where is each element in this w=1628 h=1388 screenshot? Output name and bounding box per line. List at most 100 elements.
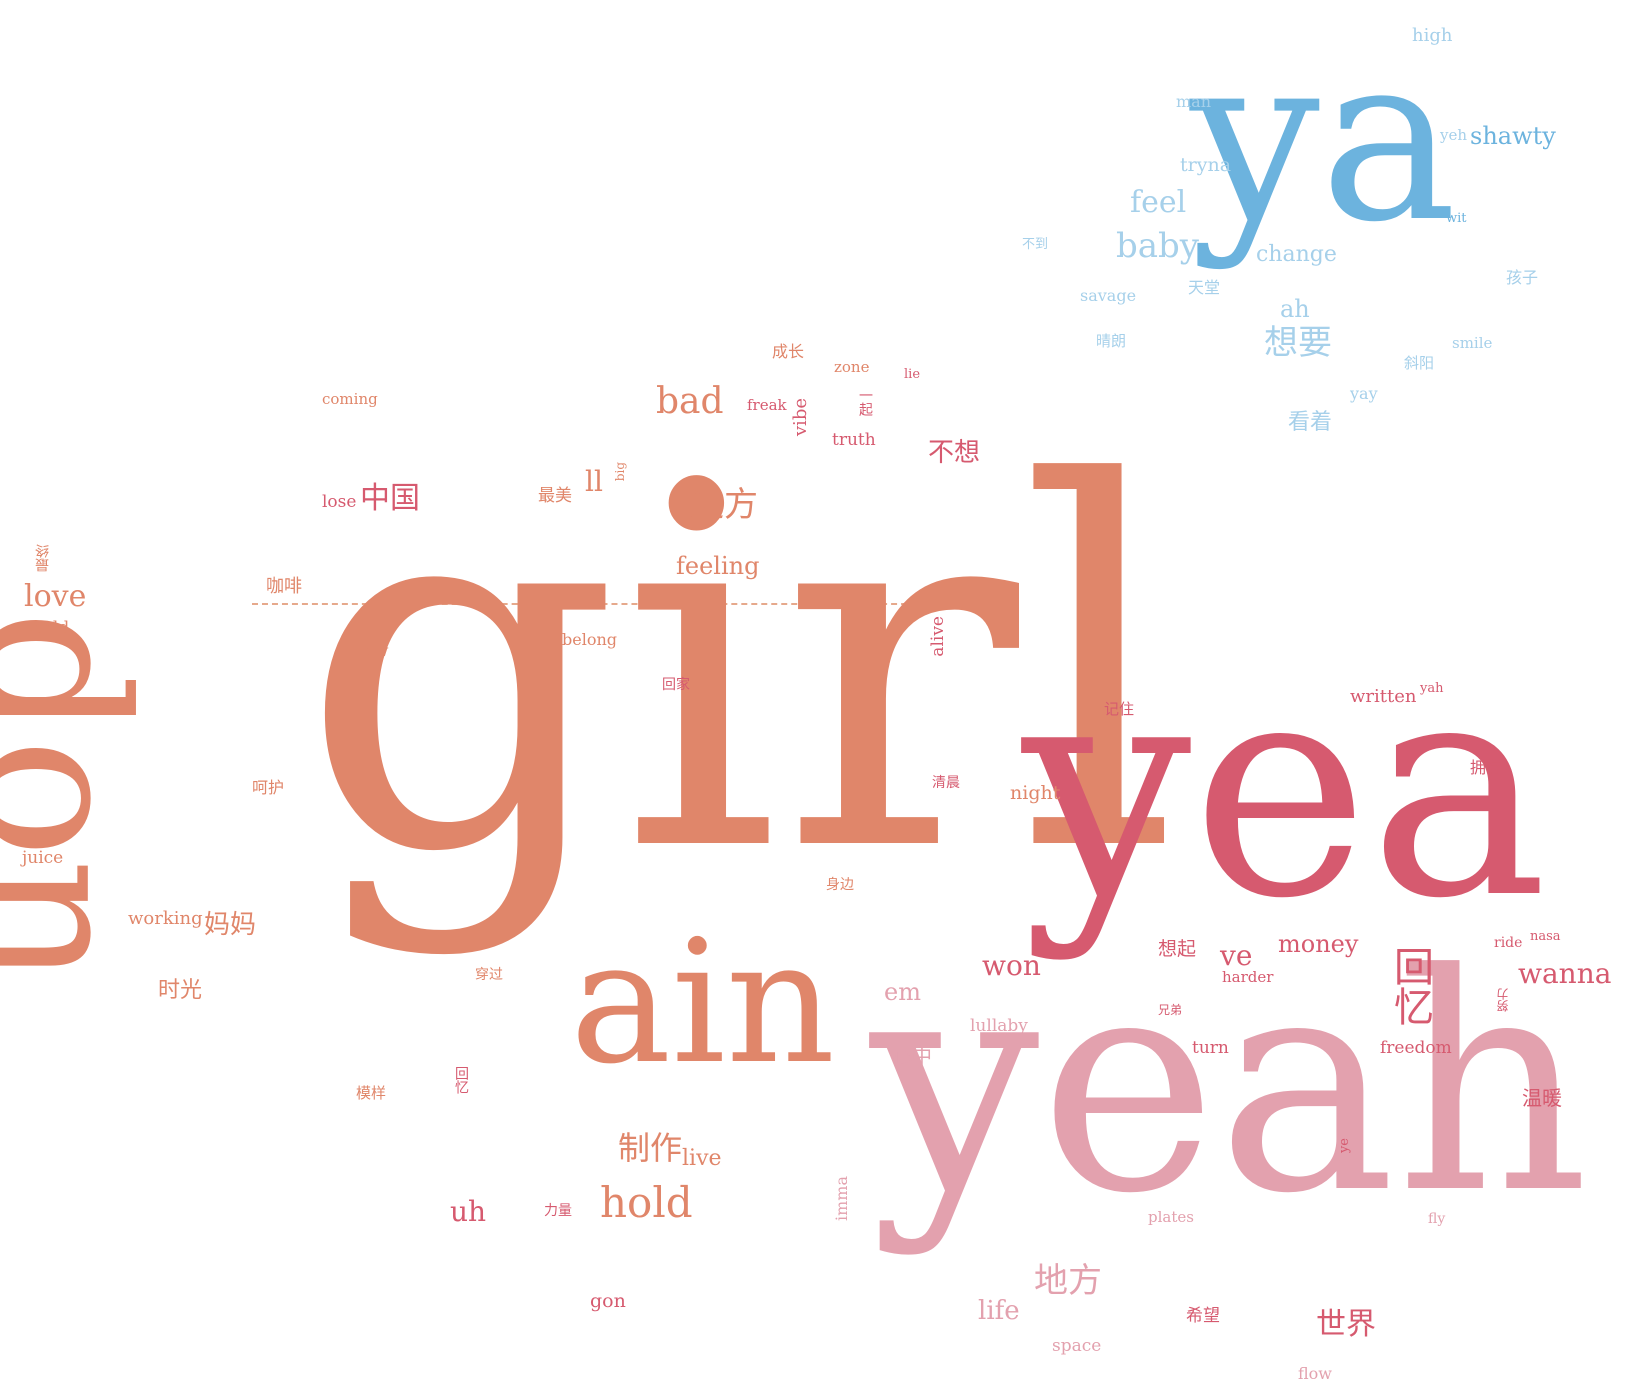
word-feeling: feeling [676,552,760,580]
word-zuizhong: 最终 [35,544,51,572]
word-chuanguo: 穿过 [475,967,503,983]
word-space: space [1052,1336,1102,1356]
word-ya: ya [1190,6,1458,273]
word-xieyang: 斜阳 [1404,354,1435,372]
word-smile: smile [1452,334,1493,352]
word-girl: girl [300,379,1179,961]
word-xiangqi: 想起 [1158,938,1197,960]
word-zhongguo: 中国 [360,481,420,516]
dashed-divider [252,603,957,605]
word-chengzhang: 成长 [772,342,805,361]
word-huiyi-small: 回忆 [453,1066,469,1094]
word-imma: imma [832,1176,851,1221]
word-kafei: 咖啡 [266,576,302,597]
word-freedom: freedom [1380,1038,1452,1058]
word-jizhu: 记住 [1104,700,1135,718]
word-xiongdi: 兄弟 [1158,1003,1183,1017]
word-shiguang: 时光 [158,978,203,1003]
word-coming: coming [322,390,378,408]
word-yiqi: 一起 [857,388,873,416]
word-tryna: tryna [1180,154,1232,176]
word-yeh: yeh [1440,126,1468,144]
word-working: working [128,908,203,929]
word-ain: ain [570,904,836,1102]
word-ye: ye [1337,1138,1352,1154]
word-man: man [1176,92,1212,111]
word-yah: yah [1420,681,1444,696]
word-yongyou: 拥有 [1470,758,1503,777]
word-muyang: 模样 [356,1084,387,1102]
word-wennuan: 温暖 [1522,1086,1562,1110]
word-hold: hold [600,1178,693,1227]
word-baby: baby [1116,226,1200,266]
word-nuli: 努力 [1496,988,1510,1012]
word-harder: harder [1222,968,1274,986]
word-shawty: shawty [1470,122,1556,150]
word-kanzhe: 看着 [1288,410,1333,435]
word-yay: yay [1350,384,1378,403]
word-mama: 妈妈 [204,910,257,940]
word-savage: savage [1080,286,1137,305]
word-lullaby: lullaby [970,1016,1028,1036]
word-low: low [360,641,389,660]
word-ve: ve [1220,939,1253,972]
word-difang: 地方 [1034,1261,1102,1301]
word-high: high [1412,25,1453,46]
word-bad: bad [656,381,724,422]
word-budao: 不到 [1022,237,1049,252]
word-don: don [0,610,169,988]
word-zuimei: 最美 [538,486,572,506]
word-alive: alive [928,616,948,657]
word-juice: juice [22,848,64,868]
word-qinglang: 晴朗 [1096,332,1127,350]
word-won: won [982,949,1041,982]
word-lie: lie [904,367,921,382]
word-huijia: 回家 [662,677,690,693]
word-yea: yea [1022,615,1548,964]
word-flow: flow [1298,1364,1332,1383]
word-wit: wit [1446,211,1467,226]
word-freak: freak [747,396,787,414]
word-qingchen: 清晨 [932,775,960,791]
word-night: night [1010,782,1061,804]
word-ah: ah [1280,295,1310,323]
word-haizi: 孩子 [1506,268,1539,287]
word-nasa: nasa [1530,929,1561,944]
word-hehu: 呵护 [252,778,285,797]
word-money: money [1278,930,1359,958]
word-buxiang: 不想 [928,438,981,468]
word-xiwang: 希望 [1186,1306,1220,1326]
word-tiantang: 天堂 [1188,278,1221,297]
word-fly: fly [1428,1211,1446,1227]
word-wanna: wanna [1518,957,1612,990]
word-vibe: vibe [790,398,811,437]
word-shenbian: 身边 [826,877,854,893]
word-xiangyao: 想要 [1264,323,1332,363]
word-ll: ll [585,465,603,498]
word-em: em [884,978,921,1006]
word-world: world [20,618,70,638]
word-yeah: yeah [870,910,1590,1259]
word-truth: truth [832,430,876,450]
word-change: change [1256,242,1337,267]
word-feel: feel [1130,185,1187,220]
word-liliang: 力量 [544,1203,572,1219]
word-lose: lose [322,492,357,512]
word-zone: zone [834,358,870,376]
word-huiyi-large: 回忆 [1387,946,1433,1026]
word-love: love [24,579,87,614]
word-shijie: 世界 [1316,1307,1376,1342]
word-live: live [682,1146,722,1171]
word-belong: belong [562,630,618,649]
word-xinzhong: 心中 [892,1044,932,1068]
word-big: big [613,462,627,482]
word-gon: gon [590,1290,626,1312]
word-ride: ride [1494,935,1523,951]
word-uh: uh [450,1195,487,1228]
word-written: written [1350,686,1417,707]
word-yuanfang: 远方 [690,485,758,525]
word-life: life [978,1296,1020,1326]
word-plates: plates [1148,1208,1194,1226]
word-zhizuo: 制作 [618,1129,683,1167]
